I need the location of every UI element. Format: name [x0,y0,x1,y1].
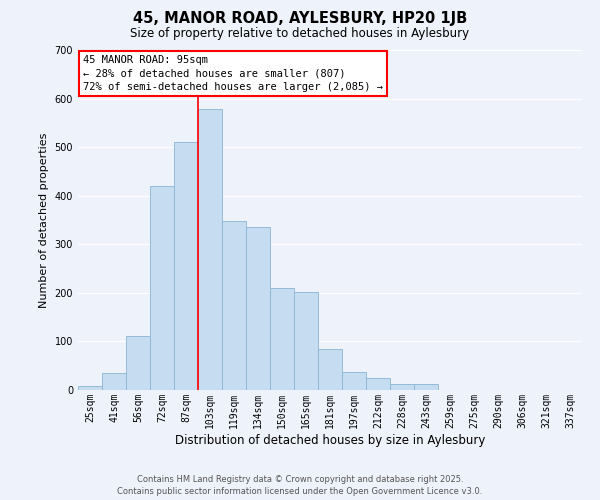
Bar [367,378,389,390]
X-axis label: Distribution of detached houses by size in Aylesbury: Distribution of detached houses by size … [175,434,485,446]
Text: 45, MANOR ROAD, AYLESBURY, HP20 1JB: 45, MANOR ROAD, AYLESBURY, HP20 1JB [133,11,467,26]
Bar [127,336,149,390]
Bar [223,221,245,390]
Bar [151,186,173,390]
Y-axis label: Number of detached properties: Number of detached properties [39,132,49,308]
Bar [199,110,221,390]
Text: Size of property relative to detached houses in Aylesbury: Size of property relative to detached ho… [130,27,470,40]
Bar [391,384,413,390]
Bar [79,386,101,390]
Bar [319,348,341,390]
Text: Contains HM Land Registry data © Crown copyright and database right 2025.
Contai: Contains HM Land Registry data © Crown c… [118,475,482,496]
Bar [247,228,269,390]
Text: 45 MANOR ROAD: 95sqm
← 28% of detached houses are smaller (807)
72% of semi-deta: 45 MANOR ROAD: 95sqm ← 28% of detached h… [83,55,383,92]
Bar [271,288,293,390]
Bar [295,292,317,390]
Bar [103,373,125,390]
Bar [175,142,197,390]
Bar [415,384,437,390]
Bar [343,372,365,390]
